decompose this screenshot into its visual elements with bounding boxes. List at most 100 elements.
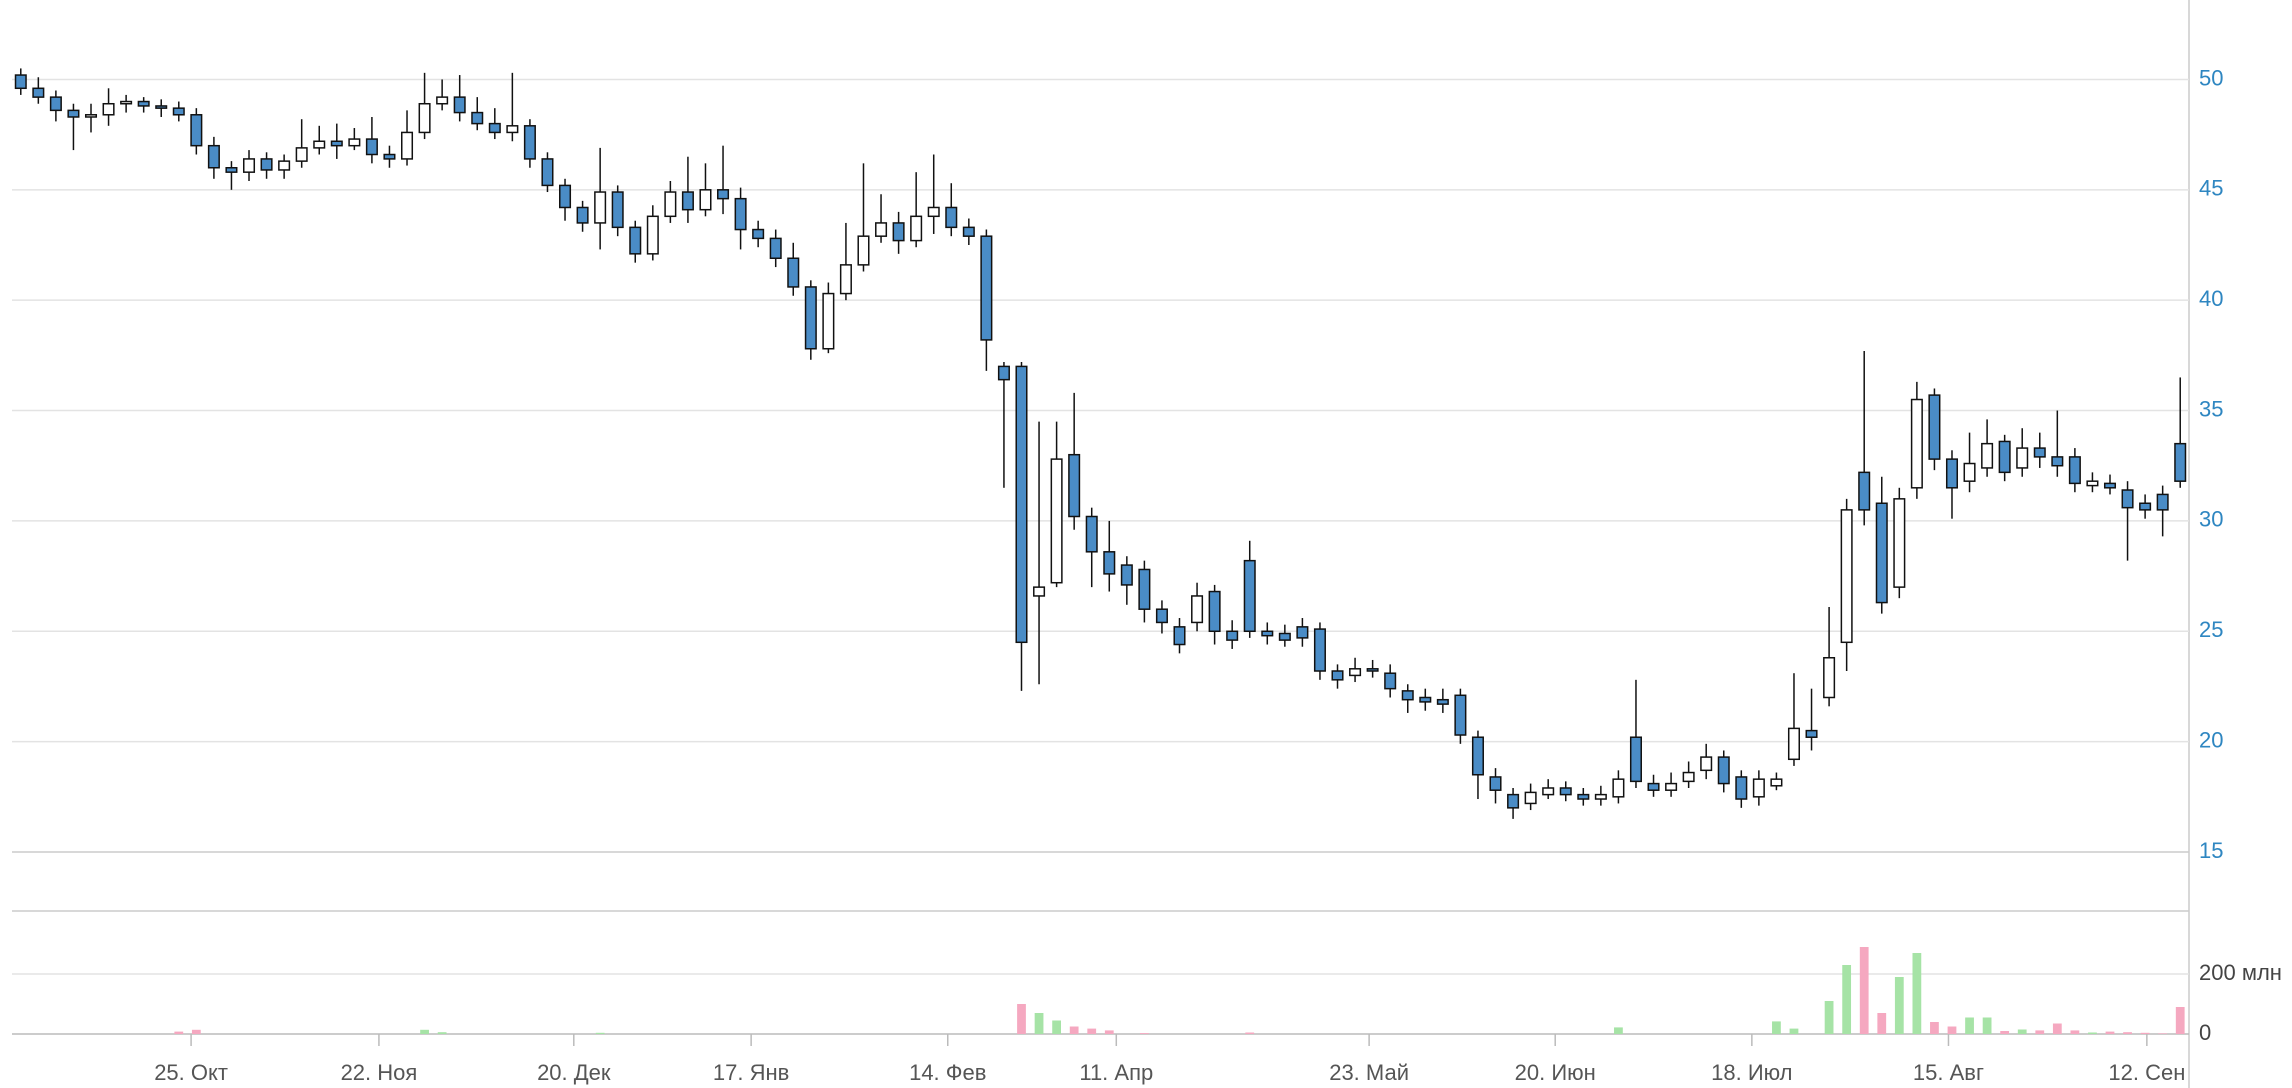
x-tick-label: 17. Янв [713, 1060, 789, 1085]
candle-body [488, 122, 501, 134]
candle-body [576, 206, 589, 224]
candle-body [769, 237, 782, 259]
candle-body [2016, 447, 2029, 469]
x-tick-label: 25. Окт [154, 1060, 228, 1085]
candle-body [1612, 778, 1625, 798]
candle-body [1226, 630, 1239, 641]
volume-bar [1772, 1021, 1781, 1034]
candle-body [295, 147, 308, 162]
volume-bar [174, 1031, 184, 1034]
volume-bar [595, 1032, 605, 1034]
volume-bar [1017, 1004, 1026, 1034]
volume-bar [1614, 1027, 1623, 1034]
candle-body [172, 107, 185, 116]
y-tick-label: 40 [2199, 286, 2223, 311]
volume-bar [1877, 1013, 1887, 1034]
candle-body [1489, 776, 1502, 791]
candle-body [1261, 630, 1274, 637]
volume-bar [2070, 1030, 2080, 1034]
y-tick-label: 50 [2199, 65, 2223, 90]
x-tick-label: 12. Сен [2108, 1060, 2185, 1085]
volume-bar [1789, 1028, 1799, 1034]
candle-body [506, 125, 519, 134]
candle-body [752, 228, 765, 240]
candle-body [1594, 793, 1607, 800]
candle-body [1068, 453, 1081, 518]
volume-bar [1982, 1017, 1992, 1034]
x-tick-label: 18. Июл [1711, 1060, 1792, 1085]
volume-bar [1824, 1001, 1834, 1034]
candle-body [1103, 551, 1116, 575]
volume-bar [1140, 1033, 1149, 1034]
candle-body [2033, 447, 2046, 458]
candle-body [1015, 365, 1028, 644]
candle-body [1331, 670, 1344, 681]
y-tick-label: 25 [2199, 617, 2223, 642]
candle-body [242, 158, 256, 173]
y-tick-label: 15 [2199, 838, 2223, 863]
volume-bar [2105, 1031, 2115, 1034]
candle-body [49, 96, 62, 112]
candle-body [699, 189, 712, 211]
candle-body [1823, 657, 1836, 699]
candle-body [1893, 498, 1906, 588]
candle-body [365, 138, 378, 156]
candle-body [1366, 668, 1379, 672]
volume-bar [2000, 1031, 2010, 1034]
candle-body [453, 96, 466, 114]
x-tick-label: 22. Ноя [341, 1060, 418, 1085]
candle-body [1928, 394, 1941, 460]
volume-bar [2123, 1032, 2132, 1034]
x-tick-label: 15. Авг [1913, 1060, 1984, 1085]
candle-body [927, 206, 940, 218]
volume-bar [2158, 1033, 2168, 1034]
candle-body [2174, 442, 2187, 482]
candle-body [1384, 672, 1397, 690]
volume-bar [1912, 953, 1922, 1034]
candle-body [1787, 727, 1800, 761]
candle-body [892, 222, 905, 242]
volume-bar [191, 1029, 201, 1034]
candle-body [1682, 771, 1695, 783]
candle-body [857, 235, 870, 266]
volume-bar [1034, 1013, 1044, 1034]
candle-body [2068, 456, 2081, 485]
candle-body [997, 365, 1010, 381]
candle-body [839, 264, 852, 295]
candle-body [1138, 568, 1151, 610]
volume-bar [2035, 1030, 2045, 1034]
candle-body [137, 100, 150, 107]
candle-body [1050, 458, 1063, 584]
volume-bar [1245, 1032, 1255, 1034]
candle-body [190, 114, 203, 147]
candle-body [313, 140, 326, 149]
candle-body [980, 235, 993, 341]
candle-body [102, 102, 115, 116]
candle-body [1507, 793, 1520, 809]
candle-body [1155, 608, 1168, 624]
y-tick-label: 35 [2199, 396, 2223, 421]
candle-body [1471, 736, 1484, 776]
candle-body [1191, 595, 1204, 624]
candle-body [14, 74, 27, 90]
candle-body [120, 100, 133, 105]
candle-body [1840, 509, 1853, 644]
x-tick-label: 14. Фев [909, 1060, 986, 1085]
candle-body [962, 226, 975, 237]
candle-body [910, 215, 923, 242]
candle-body [2121, 489, 2134, 509]
candle-body [260, 158, 273, 171]
candle-body [1910, 398, 1923, 489]
volume-tick-label: 0 [2199, 1020, 2211, 1045]
candle-body [1629, 736, 1642, 783]
volume-bar [1104, 1030, 1114, 1034]
candle-body [594, 191, 607, 224]
candle-body [32, 87, 45, 98]
candle-body [1875, 502, 1888, 604]
candle-body [1717, 756, 1730, 785]
candle-body [1524, 791, 1537, 805]
volume-bar [1052, 1020, 1061, 1034]
volume-bar [2088, 1032, 2097, 1034]
